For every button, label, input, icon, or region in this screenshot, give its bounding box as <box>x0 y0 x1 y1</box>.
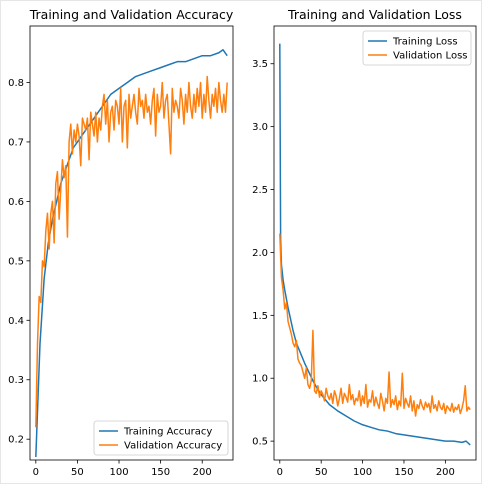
accuracy-x-tick-label: 150 <box>151 467 170 478</box>
loss-y-tick-label: 2.5 <box>252 185 268 196</box>
loss-legend: Training Loss Validation Loss <box>362 30 472 66</box>
accuracy-x-tick-label: 50 <box>71 467 84 478</box>
accuracy-y-tick-label: 0.3 <box>8 375 24 386</box>
accuracy-chart-title: Training and Validation Accuracy <box>29 7 234 22</box>
accuracy-y-tick-label: 0.6 <box>8 197 24 208</box>
loss-y-tick-label: 3.5 <box>252 59 268 70</box>
loss-x-tick-label: 200 <box>436 467 455 478</box>
loss-y-tick-label: 1.5 <box>252 311 268 322</box>
loss-legend-label: Training Loss <box>392 37 458 48</box>
accuracy-axes-frame <box>29 25 234 461</box>
loss-chart-title: Training and Validation Loss <box>287 7 462 22</box>
accuracy-legend-label: Validation Accuracy <box>124 441 222 452</box>
loss-legend-label: Validation Loss <box>393 51 468 62</box>
loss-series-line-validation-loss <box>279 233 471 417</box>
loss-y-tick-label: 2.0 <box>252 248 268 259</box>
accuracy-y-tick-label: 0.8 <box>8 78 24 89</box>
loss-y-tick-label: 3.0 <box>252 122 268 133</box>
accuracy-y-tick-label: 0.4 <box>8 316 24 327</box>
loss-x-tick-label: 150 <box>394 467 413 478</box>
loss-series-line-training-loss <box>279 43 471 446</box>
accuracy-y-tick-label: 0.7 <box>8 137 24 148</box>
loss-x-tick-label: 100 <box>353 467 372 478</box>
loss-y-tick-label: 1.0 <box>252 374 268 385</box>
loss-axes-frame <box>273 25 477 461</box>
loss-legend-box <box>362 30 472 66</box>
accuracy-legend-box <box>93 420 229 456</box>
accuracy-x-tick-label: 0 <box>33 467 39 478</box>
loss-x-tick-label: 0 <box>277 467 283 478</box>
accuracy-y-tick-label: 0.5 <box>8 256 24 267</box>
accuracy-y-tick-label: 0.2 <box>8 435 24 446</box>
accuracy-x-tick-label: 100 <box>109 467 128 478</box>
loss-x-tick-label: 50 <box>315 467 328 478</box>
loss-y-tick-label: 0.5 <box>252 437 268 448</box>
accuracy-x-tick-label: 200 <box>193 467 212 478</box>
accuracy-legend: Training Accuracy Validation Accuracy <box>93 420 229 456</box>
loss-panel: Training and Validation Loss 0 50 100 150 200… <box>252 7 477 478</box>
accuracy-legend-label: Training Accuracy <box>123 427 212 438</box>
accuracy-series-line-validation-accuracy <box>35 75 228 428</box>
accuracy-panel: Training and Validation Accuracy 0 50 100 15… <box>8 7 234 478</box>
